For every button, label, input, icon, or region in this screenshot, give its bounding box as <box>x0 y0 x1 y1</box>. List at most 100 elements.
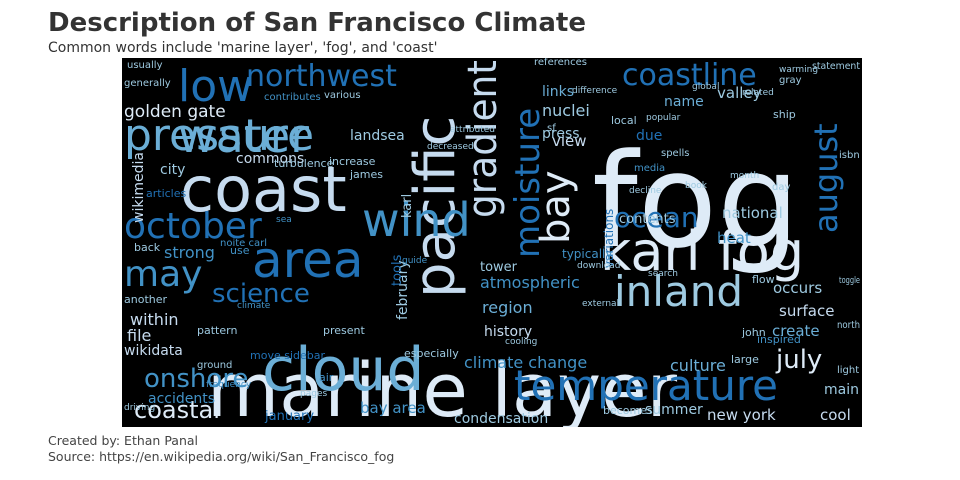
word-flow: flow <box>752 273 775 286</box>
word-guide: guide <box>402 256 428 266</box>
word-difference: difference <box>572 86 618 96</box>
word-july: july <box>775 345 822 375</box>
word-gray: gray <box>779 75 802 86</box>
word-back: back <box>134 241 161 254</box>
word-various: various <box>324 90 361 101</box>
word-coastal: coastal <box>134 396 220 424</box>
word-coast: coast <box>180 153 347 226</box>
word-external: external <box>582 299 619 309</box>
word-sf: sf <box>547 123 556 134</box>
word-month: month <box>730 171 759 181</box>
word-coastline: coastline <box>622 58 757 93</box>
word-typically: typically <box>562 247 612 261</box>
word-inland: inland <box>614 267 743 316</box>
word-summer: summer <box>645 402 703 418</box>
word-atmospheric: atmospheric <box>480 273 580 292</box>
word-low: low <box>178 61 253 112</box>
word-condensation: condensation <box>454 411 548 427</box>
word-temperature: temperature <box>514 361 778 410</box>
word-usually: usually <box>127 60 163 71</box>
word-cloud: fog marine layer coast cloud pacific karl fog… <box>122 58 862 427</box>
word-main: main <box>824 382 859 398</box>
word-popular: popular <box>646 113 681 123</box>
word-media: media <box>634 163 665 174</box>
word-may: may <box>124 254 202 295</box>
word-climate-change: climate change <box>464 353 587 372</box>
word-occurs: occurs <box>773 279 822 297</box>
word-climate: climate <box>237 301 271 311</box>
word-karl: karl <box>400 194 415 218</box>
word-january: january <box>264 409 314 424</box>
word-strong: strong <box>164 243 215 262</box>
word-related: related <box>742 88 774 98</box>
word-wikimedia: wikimedia <box>131 152 147 223</box>
word-contents: contents <box>619 212 676 227</box>
word-golden-gate: golden gate <box>124 102 226 122</box>
word-tools: tools <box>390 254 405 286</box>
word-pressure: pressure <box>124 110 314 161</box>
word-another: another <box>124 293 167 306</box>
page-subtitle: Common words include 'marine layer', 'fo… <box>48 40 438 56</box>
word-landsea: landsea <box>350 128 405 144</box>
word-large: large <box>731 353 759 366</box>
word-north: north <box>837 320 860 331</box>
word-use: use <box>230 244 250 257</box>
word-marine-layer: marine layer <box>207 348 678 427</box>
word-attributed: attributed <box>450 125 495 135</box>
page-title: Description of San Francisco Climate <box>48 8 586 38</box>
word-driving: driving <box>124 403 155 413</box>
word-ship: ship <box>773 108 796 121</box>
word-global: global <box>692 82 719 92</box>
word-sea: sea <box>276 215 292 225</box>
word-ocean: ocean <box>614 201 699 234</box>
word-links: links <box>542 84 574 100</box>
word-day: day <box>772 182 790 193</box>
word-cloud: cloud <box>262 335 424 405</box>
word-press: press <box>542 126 580 142</box>
word-culture: culture <box>670 356 726 375</box>
word-variations: variations <box>602 209 616 268</box>
word-becomes: becomes <box>603 404 653 417</box>
word-cool: cool <box>820 406 851 424</box>
word-articles: articles <box>146 187 187 200</box>
word-nuclei: nuclei <box>542 101 590 120</box>
word-noite-carl: noite carl <box>220 238 267 249</box>
word-contributes: contributes <box>264 92 321 103</box>
word-region: region <box>482 298 533 317</box>
word-spells: spells <box>661 148 689 159</box>
word-karl-fog: karl fog <box>600 220 804 283</box>
word-file: file <box>127 326 151 345</box>
word-move-sidebar: move sidebar <box>250 349 325 362</box>
word-october: october <box>124 206 262 247</box>
word-increase: increase <box>329 155 376 168</box>
word-surface: surface <box>779 302 834 320</box>
word-toggle: toggle <box>839 276 860 286</box>
word-isbn: isbn <box>839 150 860 161</box>
word-area: area <box>252 231 364 289</box>
word-warming: warming <box>779 65 818 75</box>
word-northwest: northwest <box>246 59 397 94</box>
word-create: create <box>772 322 820 340</box>
word-decreased: decreased <box>427 142 474 152</box>
word-decline: decline <box>629 186 662 196</box>
word-ground: ground <box>197 360 232 371</box>
word-james: james <box>349 168 383 181</box>
word-pacific: pacific <box>403 116 468 298</box>
word-frequency: frequency <box>206 380 252 390</box>
word-accidents: accidents <box>148 391 215 407</box>
word-gradient: gradient <box>460 60 506 218</box>
word-water: water <box>178 109 309 163</box>
word-light: light <box>837 365 859 376</box>
word-within: within <box>130 310 179 329</box>
word-due: due <box>636 128 662 144</box>
word-history: history <box>484 324 532 340</box>
word-view: view <box>552 132 587 150</box>
word-search: search <box>648 269 678 279</box>
word-local: local <box>611 114 637 127</box>
credit-text: Created by: Ethan Panal <box>48 433 199 448</box>
word-bay: bay <box>533 170 579 244</box>
word-especially: especially <box>404 347 459 360</box>
word-fog: fog <box>592 125 800 277</box>
word-cooling: cooling <box>505 337 537 347</box>
word-statement: statement <box>812 61 860 72</box>
